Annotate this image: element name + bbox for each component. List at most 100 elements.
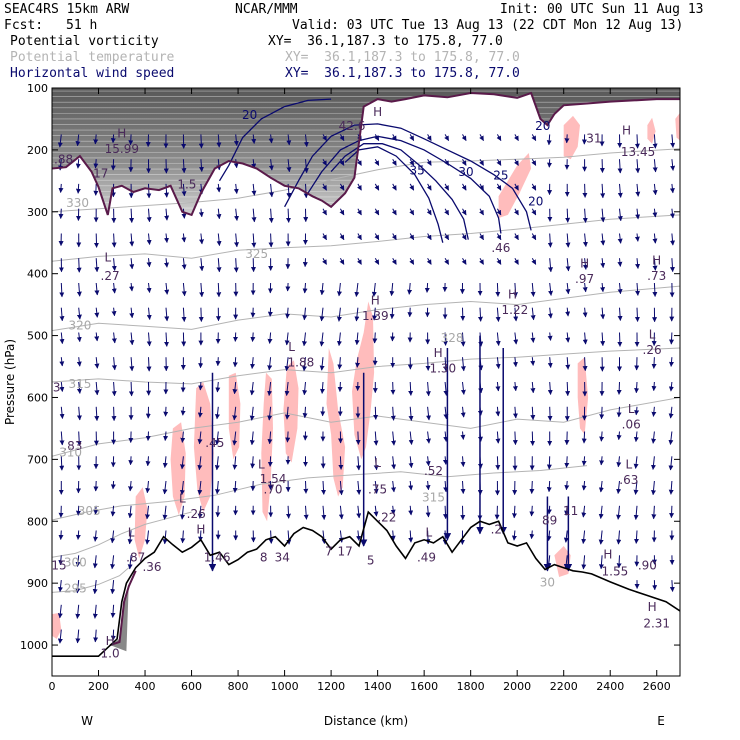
wind-arrow xyxy=(531,233,537,241)
wind-arrow xyxy=(268,233,274,248)
x-tick-label: 2600 xyxy=(643,680,671,693)
wind-arrow xyxy=(338,505,344,520)
wind-arrow xyxy=(373,505,379,517)
wind-arrow xyxy=(460,381,466,395)
wind-arrow xyxy=(59,406,65,419)
wind-arrow xyxy=(529,530,535,540)
wind-arrow xyxy=(319,381,325,394)
wind-arrow xyxy=(129,307,135,319)
wind-arrow xyxy=(651,431,657,444)
wind-arrow xyxy=(164,233,169,243)
field-wind-name: Horizontal wind speed xyxy=(10,66,175,81)
wind-arrow xyxy=(391,257,397,265)
wind-arrow xyxy=(496,208,502,216)
wind-arrow xyxy=(285,505,291,519)
wind-arrow xyxy=(546,505,552,515)
pv-label: .22 xyxy=(377,510,396,524)
pv-label: H xyxy=(508,287,517,301)
pv-label: L xyxy=(649,328,656,342)
theta-label: 310 xyxy=(59,445,82,459)
wind-arrow xyxy=(546,530,552,542)
wind-arrow xyxy=(319,307,325,322)
wind-arrow xyxy=(339,208,345,216)
wind-arrow xyxy=(617,159,623,174)
wind-arrow xyxy=(354,307,360,322)
wind-arrow xyxy=(373,431,379,446)
wind-arrow xyxy=(391,158,397,166)
wind-arrow xyxy=(145,456,151,467)
theta-label: 300 xyxy=(64,555,87,569)
wind-arrow xyxy=(652,183,658,196)
wind-arrow xyxy=(582,332,588,345)
wind-arrow xyxy=(111,357,117,371)
wind-arrow xyxy=(356,505,362,519)
wind-arrow xyxy=(633,431,639,443)
wind-label: 20 xyxy=(242,108,257,122)
wind-speed-contours xyxy=(218,98,532,243)
wind-arrow xyxy=(426,257,432,265)
wind-arrow xyxy=(127,505,133,519)
wind-arrow xyxy=(251,134,257,144)
cloud-region xyxy=(577,357,589,435)
wind-arrow xyxy=(215,357,221,367)
wind-arrow xyxy=(92,555,98,569)
cloud-region xyxy=(134,487,148,559)
wind-arrow xyxy=(164,282,170,295)
wind-arrow xyxy=(164,307,170,322)
x-tick-label: 1400 xyxy=(364,680,392,693)
wind-arrow xyxy=(496,183,502,191)
wind-arrow xyxy=(651,406,657,417)
wind-arrow xyxy=(249,406,255,421)
wind-arrow xyxy=(286,134,292,146)
wind-arrow xyxy=(652,134,658,149)
wind-arrow xyxy=(162,480,168,495)
wind-arrow xyxy=(565,208,571,223)
wind-arrow xyxy=(251,233,257,248)
wind-arrow xyxy=(356,456,362,471)
y-axis: 100 200 300 400 500 600 700 800 900 1000 xyxy=(20,82,680,652)
wind-arrow xyxy=(651,381,657,392)
wind-arrow xyxy=(339,134,345,142)
wind-arrow xyxy=(92,604,98,619)
pv-label: 1.0 xyxy=(101,646,120,660)
wind-speed-contour xyxy=(344,146,444,243)
wind-arrow xyxy=(58,555,64,566)
wind-arrow xyxy=(408,456,414,469)
wind-arrow xyxy=(250,332,256,342)
cloud-region xyxy=(52,612,62,639)
wind-arrow xyxy=(357,257,362,265)
wind-arrow xyxy=(652,282,658,297)
pv-label: L xyxy=(628,402,635,416)
wind-arrow xyxy=(319,332,325,347)
wind-arrow xyxy=(460,357,466,372)
wind-arrow xyxy=(180,431,186,443)
field-pv-xy: XY= 36.1,187.3 to 175.8, 77.0 xyxy=(268,34,503,49)
wind-arrow xyxy=(390,406,396,421)
wind-arrow xyxy=(582,282,588,293)
wind-arrow xyxy=(634,134,640,149)
wind-arrow xyxy=(357,208,362,216)
theta-contour xyxy=(52,285,680,332)
wind-arrow xyxy=(76,282,82,297)
wind-arrow xyxy=(58,580,63,593)
wind-arrow xyxy=(356,530,361,541)
wind-arrow xyxy=(668,406,674,419)
wind-arrow xyxy=(443,406,449,420)
wind-arrow xyxy=(356,480,362,495)
wind-arrow xyxy=(267,431,273,445)
wind-arrow xyxy=(514,134,519,142)
wind-arrow xyxy=(408,480,414,491)
wind-arrow xyxy=(565,332,571,343)
pv-label: 3 xyxy=(53,380,61,394)
wind-arrow xyxy=(530,357,536,366)
wind-arrow xyxy=(564,480,570,491)
wind-arrow xyxy=(374,257,380,265)
wind-arrow xyxy=(512,381,518,392)
x-tick-label: 400 xyxy=(135,680,156,693)
wind-arrow xyxy=(127,555,133,570)
wind-arrow xyxy=(529,505,535,517)
wind-arrow xyxy=(180,505,186,520)
wind-arrow xyxy=(302,282,308,294)
wind-arrow xyxy=(600,258,606,269)
pv-label: 1.46 xyxy=(204,551,231,565)
